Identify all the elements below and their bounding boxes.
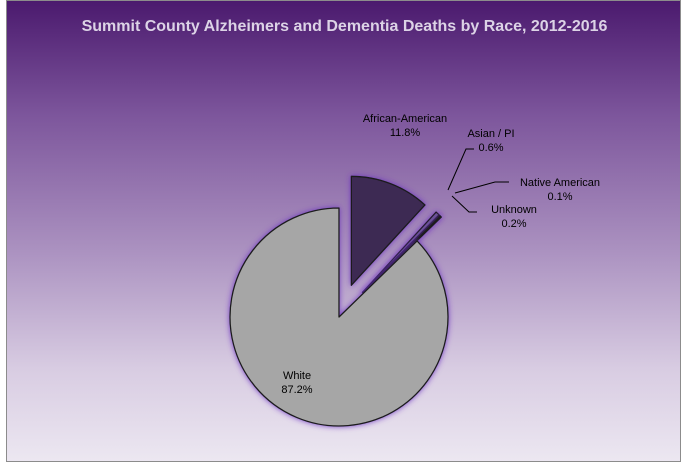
- pie-chart: African-American 11.8% Asian / PI 0.6% Nativ…: [229, 113, 600, 427]
- pie-slice-asian-pi: [361, 211, 440, 294]
- slice-value-white: 87.2%: [281, 384, 312, 396]
- chart-title: Summit County Alzheimers and Dementia De…: [81, 18, 608, 35]
- slice-label-asian-pi: Asian / PI: [467, 128, 514, 140]
- slice-label-unknown: Unknown: [491, 204, 537, 216]
- slice-label-native-american: Native American: [520, 177, 600, 189]
- chart-area: Summit County Alzheimers and Dementia De…: [6, 0, 681, 462]
- leader-line-asian-pi: [447, 148, 474, 191]
- pie-slice-white: [229, 207, 449, 427]
- slice-value-native-american: 0.1%: [547, 191, 572, 203]
- slice-label-white: White: [283, 370, 311, 382]
- slice-value-asian-pi: 0.6%: [478, 142, 503, 154]
- slice-value-african-american: 11.8%: [390, 127, 421, 139]
- pie-slice-african-american: [350, 175, 426, 286]
- slice-value-unknown: 0.2%: [501, 218, 526, 230]
- leader-line-native-american: [454, 181, 509, 194]
- leader-line-unknown: [451, 195, 477, 213]
- slice-label-african-american: African-American: [363, 113, 447, 125]
